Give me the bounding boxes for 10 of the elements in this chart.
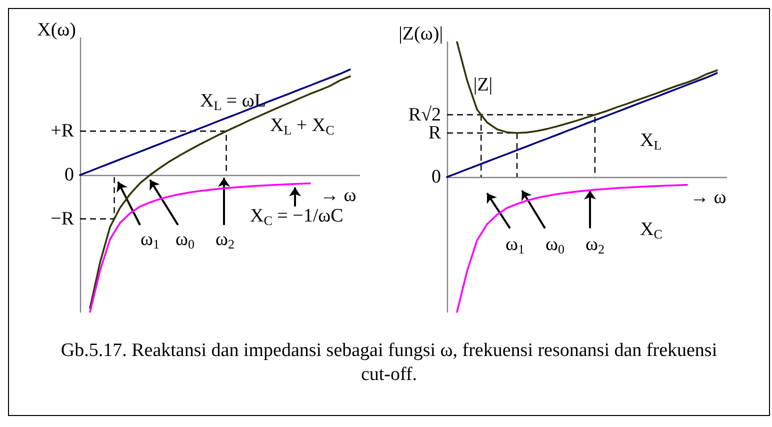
ref-line-label: 0 [432, 166, 441, 188]
ref-line-label: +R [50, 120, 74, 142]
x-axis-title: → ω [690, 186, 726, 208]
y-axis-title: |Z(ω)| [398, 24, 443, 44]
series-label: |Z| [473, 74, 493, 96]
y-axis-title: X(ω) [37, 20, 76, 40]
ref-line-label: 0 [64, 164, 74, 186]
text: Gb.5.17. Reaktansi dan impedansi sebagai fungsi ω, frekuensi resonansi dan frekuensi cut-off. [60, 339, 718, 387]
ref-line-label: −R [50, 208, 74, 230]
x-axis-title: → ω [320, 185, 356, 206]
